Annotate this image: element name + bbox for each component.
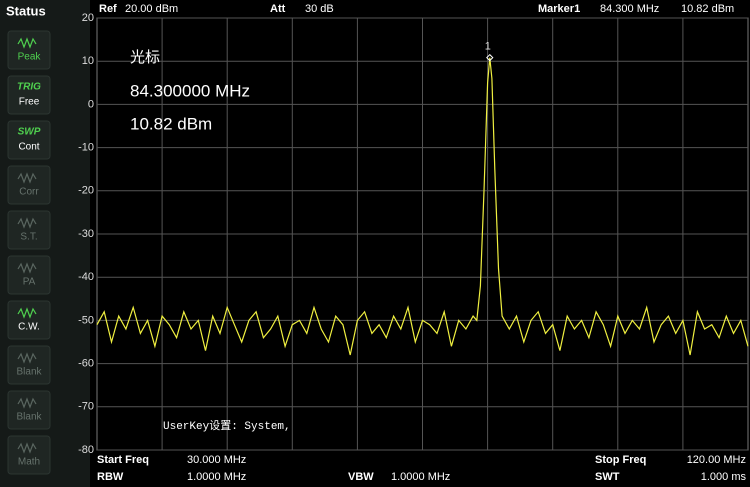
y-tick-label: -40	[78, 271, 94, 283]
y-tick-label: -80	[78, 444, 94, 456]
readout-level: 10.82 dBm	[130, 114, 212, 133]
sidebar-label: PA	[23, 277, 36, 288]
readout-title: 光标	[130, 49, 160, 66]
marker-freq: 84.300 MHz	[600, 3, 659, 15]
sidebar-icon	[17, 352, 37, 364]
sidebar-button	[7, 120, 51, 160]
sidebar-label: Blank	[16, 367, 42, 378]
sidebar-icon	[17, 307, 37, 319]
sidebar-button	[7, 300, 51, 340]
sidebar-button	[7, 75, 51, 115]
y-tick-label: 10	[82, 55, 94, 67]
start-value: 30.000 MHz	[187, 454, 246, 466]
sidebar-icon	[17, 262, 37, 274]
y-tick-label: -10	[78, 142, 94, 154]
ref-value: 20.00 dBm	[125, 3, 178, 15]
sidebar-label: Blank	[16, 412, 42, 423]
vbw-value: 1.0000 MHz	[391, 471, 450, 483]
readout-freq: 84.300000 MHz	[130, 81, 250, 100]
sidebar-label: Cont	[18, 142, 39, 153]
sidebar-top: SWP	[18, 127, 41, 138]
y-tick-label: -50	[78, 314, 94, 326]
sidebar-button	[7, 390, 51, 430]
sidebar-label: Peak	[18, 52, 42, 63]
annotation: UserKey设置: System,	[163, 419, 291, 433]
stop-label: Stop Freq	[595, 454, 646, 466]
sidebar-icon	[17, 442, 37, 454]
att-value: 30 dB	[305, 3, 334, 15]
sidebar-icon	[17, 37, 37, 49]
marker-level: 10.82 dBm	[681, 3, 734, 15]
marker-label: Marker1	[538, 3, 580, 15]
sidebar-top: TRIG	[17, 82, 41, 93]
rbw-value: 1.0000 MHz	[187, 471, 246, 483]
y-tick-label: -70	[78, 401, 94, 413]
sidebar-button	[7, 30, 51, 70]
sidebar-label: Math	[18, 457, 40, 468]
sidebar-label: Corr	[19, 187, 39, 198]
swt-value: 1.000 ms	[701, 471, 747, 483]
plot: 20 10 0 -10 -20 -30 -40 -50 -60 -70 -80 1	[78, 12, 749, 456]
y-tick-label: -20	[78, 185, 94, 197]
sidebar-button	[7, 210, 51, 250]
marker-number: 1	[485, 41, 491, 53]
sidebar-button	[7, 255, 51, 295]
sidebar-button	[7, 165, 51, 205]
sidebar-button	[7, 435, 51, 475]
att-label: Att	[270, 3, 286, 15]
stop-value: 120.00 MHz	[687, 454, 746, 466]
sidebar-icon	[17, 172, 37, 184]
sidebar-title: Status	[6, 3, 46, 18]
y-tick-label: 0	[88, 98, 94, 110]
sidebar-items: Peak TRIG Free SWP Cont Corr S.T. PA C.W. Blank Bl…	[7, 30, 51, 475]
sidebar-label: C.W.	[18, 322, 40, 333]
sidebar-label: Free	[19, 97, 40, 108]
sidebar-icon	[17, 397, 37, 409]
y-tick-label: 20	[82, 12, 94, 24]
sidebar-button	[7, 345, 51, 385]
trace	[96, 57, 749, 356]
y-tick-label: -60	[78, 358, 94, 370]
swt-label: SWT	[595, 471, 620, 483]
ref-label: Ref	[99, 3, 117, 15]
sidebar-icon	[17, 217, 37, 229]
start-label: Start Freq	[97, 454, 149, 466]
marker	[486, 53, 494, 62]
y-tick-label: -30	[78, 228, 94, 240]
vbw-label: VBW	[348, 471, 374, 483]
rbw-label: RBW	[97, 471, 124, 483]
sidebar-label: S.T.	[20, 232, 37, 243]
